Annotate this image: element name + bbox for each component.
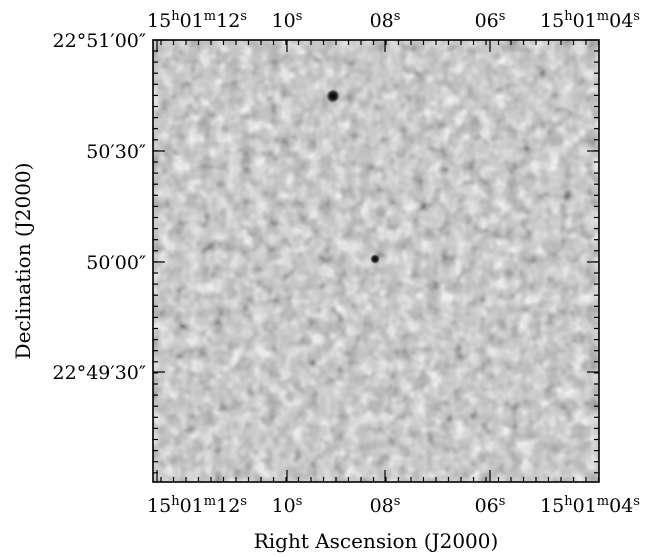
y-axis-label: Declination (J2000) bbox=[11, 163, 35, 360]
ra-tick-label: 15h​01m​12s​ bbox=[147, 9, 247, 32]
image-panel bbox=[153, 40, 599, 482]
dec-tick-labels: 22°51′00″ 50′30″ 50′00″ 22°49′30″ bbox=[53, 30, 146, 384]
tick-marks bbox=[153, 39, 600, 482]
dec-tick-label: 22°49′30″ bbox=[53, 362, 146, 384]
radio-source bbox=[370, 254, 380, 264]
ra-tick-label: 15h​01m​12s​ bbox=[147, 494, 247, 517]
ra-tick-label: 15h​01m​04s​ bbox=[540, 9, 640, 32]
sources-layer bbox=[326, 89, 380, 264]
dec-tick-label: 50′30″ bbox=[86, 141, 146, 163]
ra-tick-label: 10s​ bbox=[272, 494, 303, 517]
radio-source bbox=[326, 89, 340, 103]
ra-tick-labels-top: 15h​01m​12s​ 10s​ 08s​ 06s​ 15h​01m​04s​ bbox=[147, 9, 640, 32]
ra-tick-label: 08s​ bbox=[370, 9, 401, 32]
plot-frame bbox=[152, 39, 600, 483]
ra-tick-label: 15h​01m​04s​ bbox=[540, 494, 640, 517]
x-axis-label: Right Ascension (J2000) bbox=[254, 529, 499, 553]
dec-tick-label: 22°51′00″ bbox=[53, 30, 146, 52]
ra-tick-label: 08s​ bbox=[370, 494, 401, 517]
ra-tick-label: 06s​ bbox=[475, 9, 506, 32]
dec-tick-label: 50′00″ bbox=[86, 252, 146, 274]
ra-tick-label: 10s​ bbox=[272, 9, 303, 32]
ra-tick-label: 06s​ bbox=[475, 494, 506, 517]
ra-tick-labels-bottom: 15h​01m​12s​ 10s​ 08s​ 06s​ 15h​01m​04s​ bbox=[147, 494, 640, 517]
